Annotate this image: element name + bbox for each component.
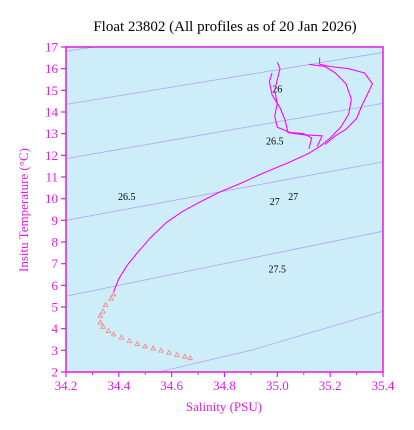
deep-point — [102, 301, 109, 307]
deep-point — [134, 340, 141, 346]
y-tick-label: 9 — [52, 213, 59, 228]
y-tick-label: 16 — [45, 61, 59, 76]
profile-line — [268, 72, 323, 147]
x-tick-label: 34.4 — [107, 378, 130, 393]
y-tick-label: 4 — [52, 321, 59, 336]
isopycnal-label: 26.5 — [266, 137, 284, 148]
deep-point — [97, 319, 104, 325]
y-tick-label: 10 — [45, 191, 58, 206]
deep-point — [110, 290, 117, 297]
deep-point — [158, 347, 164, 353]
x-axis-ticks: 34.2 34.4 34.6 34.8 35.0 35.2 35.4 — [55, 372, 395, 393]
y-tick-label: 13 — [45, 126, 58, 141]
y-tick-label: 8 — [52, 235, 59, 250]
deep-point — [187, 354, 194, 361]
x-tick-label: 34.6 — [160, 378, 183, 393]
profile-line — [113, 63, 352, 293]
deep-point — [166, 349, 172, 355]
deep-point — [150, 345, 157, 351]
deep-markers — [97, 290, 194, 361]
isopycnal-label: 27 — [288, 192, 298, 203]
y-tick-label: 6 — [52, 278, 59, 293]
y-tick-label: 12 — [45, 148, 58, 163]
isopycnal-label: 27 — [270, 197, 280, 208]
x-tick-label: 35.2 — [319, 378, 342, 393]
profile-line — [319, 57, 373, 145]
isopycnal-label: 26.5 — [118, 192, 136, 203]
deep-point — [118, 334, 125, 340]
isopycnal-labels: 26 26.5 26.5 27 27 27.5 — [118, 85, 298, 276]
deep-point — [108, 295, 114, 301]
y-tick-label: 3 — [52, 343, 59, 358]
isopycnal-label: 26 — [272, 85, 282, 96]
y-tick-label: 2 — [52, 365, 59, 380]
deep-point — [100, 323, 106, 329]
deep-point — [97, 312, 104, 318]
y-tick-label: 17 — [45, 40, 59, 55]
isopycnal-line — [66, 102, 383, 159]
deep-point — [142, 342, 149, 349]
x-tick-label: 35.4 — [372, 378, 395, 393]
y-tick-label: 11 — [45, 170, 58, 185]
deep-point — [105, 327, 112, 333]
isopycnal-line — [158, 310, 383, 372]
deep-point — [126, 337, 133, 343]
y-tick-label: 7 — [52, 256, 59, 271]
y-axis-ticks: 2 3 4 5 6 7 8 9 10 11 12 13 14 15 16 17 — [45, 40, 66, 380]
isopycnal-line — [66, 52, 383, 105]
x-tick-label: 35.0 — [266, 378, 289, 393]
deep-point — [182, 353, 188, 359]
y-axis-label: Insitu Temperature (°C) — [16, 148, 31, 272]
x-tick-label: 34.2 — [55, 378, 78, 393]
plot-area — [66, 47, 383, 372]
isopycnal-label: 27.5 — [269, 264, 287, 275]
x-tick-label: 34.8 — [213, 378, 236, 393]
deep-point — [174, 351, 180, 357]
isopycnal-line — [66, 230, 383, 297]
deep-point — [100, 308, 106, 314]
isopycnal-line — [66, 161, 383, 221]
profile-series — [113, 57, 373, 293]
deep-point — [110, 331, 117, 337]
chart-title: Float 23802 (All profiles as of 20 Jan 2… — [93, 19, 356, 35]
x-axis-label: Salinity (PSU) — [186, 399, 262, 414]
y-tick-label: 15 — [45, 83, 58, 98]
y-tick-label: 5 — [52, 300, 59, 315]
y-tick-label: 14 — [45, 105, 59, 120]
isopycnal-lines — [66, 47, 383, 372]
